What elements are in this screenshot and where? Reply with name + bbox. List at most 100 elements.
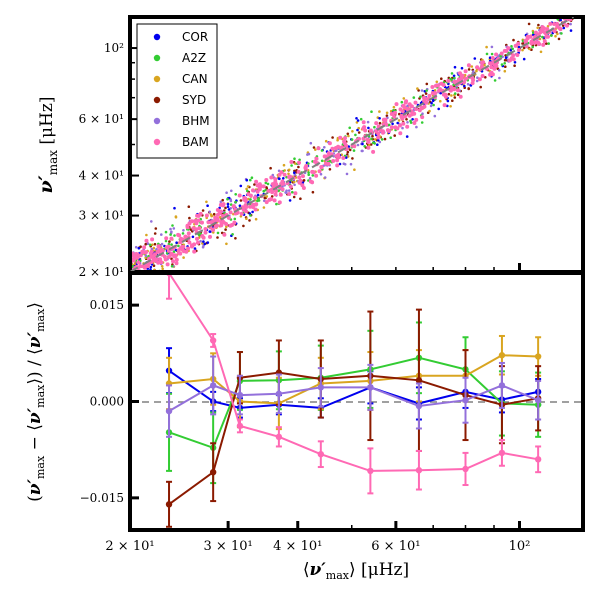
scatter-point xyxy=(293,171,296,174)
scatter-point xyxy=(510,45,513,48)
legend-label: COR xyxy=(182,30,208,44)
scatter-point xyxy=(287,189,291,192)
scatter-point xyxy=(433,91,438,96)
scatter-point xyxy=(287,192,292,196)
scatter-point xyxy=(135,281,138,284)
scatter-point xyxy=(343,136,347,141)
scatter-point xyxy=(370,110,373,113)
scatter-point xyxy=(137,281,140,284)
scatter-point xyxy=(475,79,479,83)
data-point xyxy=(367,384,374,391)
series-bam xyxy=(165,273,542,495)
scatter-point xyxy=(177,244,180,248)
scatter-point xyxy=(490,72,495,77)
scatter-point xyxy=(373,125,376,129)
scatter-point xyxy=(407,113,412,118)
data-point xyxy=(236,422,244,430)
scatter-point xyxy=(158,257,163,262)
scatter-point xyxy=(376,135,381,140)
scatter-point xyxy=(258,184,263,189)
legend-marker xyxy=(153,138,161,146)
scatter-point xyxy=(137,246,141,250)
scatter-point xyxy=(314,156,319,161)
scatter-point xyxy=(522,46,526,50)
scatter-point xyxy=(450,94,453,97)
scatter-point xyxy=(384,122,389,127)
scatter-point xyxy=(389,136,393,139)
series-line xyxy=(168,273,539,472)
legend-label: SYD xyxy=(182,93,206,107)
scatter-point xyxy=(550,34,553,37)
scatter-point xyxy=(205,200,208,204)
scatter-point xyxy=(430,101,433,105)
series-can xyxy=(165,334,542,431)
scatter-point xyxy=(297,160,301,165)
scatter-point xyxy=(186,246,191,251)
scatter-point xyxy=(349,162,353,166)
scatter-point xyxy=(254,217,258,221)
scatter-point xyxy=(170,243,173,246)
data-point xyxy=(415,377,423,384)
scatter-point xyxy=(160,242,164,246)
scatter-point xyxy=(253,195,258,200)
scatter-point xyxy=(391,122,394,126)
scatter-point xyxy=(396,121,400,125)
scatter-point xyxy=(172,250,176,253)
scatter-point xyxy=(499,54,503,58)
scatter-point xyxy=(171,224,174,227)
bottom-plot-frame xyxy=(128,271,585,532)
scatter-point xyxy=(239,199,243,202)
scatter-point xyxy=(536,26,539,30)
top-y-axis-label-text: ν′max [μHz] xyxy=(35,96,60,193)
scatter-point xyxy=(136,281,139,284)
scatter-point xyxy=(331,159,336,163)
scatter-point xyxy=(169,236,174,241)
scatter-point xyxy=(285,189,288,192)
scatter-point xyxy=(277,177,281,180)
scatter-point xyxy=(355,117,358,120)
scatter-point xyxy=(437,107,441,111)
scatter-point xyxy=(308,177,312,180)
scatter-point xyxy=(245,187,248,191)
scatter-point xyxy=(150,247,154,251)
data-point xyxy=(317,384,325,391)
scatter-point xyxy=(427,93,432,98)
scatter-point xyxy=(361,120,366,125)
scatter-point xyxy=(172,254,177,259)
scatter-point xyxy=(385,128,390,133)
scatter-point xyxy=(271,184,276,189)
scatter-point xyxy=(138,264,143,269)
scatter-point xyxy=(476,76,479,79)
scatter-point xyxy=(144,250,148,255)
scatter-point xyxy=(174,257,179,262)
scatter-point xyxy=(370,137,373,141)
scatter-point xyxy=(234,193,237,196)
scatter-point xyxy=(255,183,260,188)
scatter-point xyxy=(324,139,328,143)
scatter-point xyxy=(301,174,305,179)
scatter-point xyxy=(352,144,357,149)
scatter-point xyxy=(216,236,219,239)
scatter-point xyxy=(373,138,377,141)
scatter-point xyxy=(199,239,202,243)
scatter-point xyxy=(560,32,563,35)
scatter-point xyxy=(224,222,229,226)
scatter-point xyxy=(420,121,424,124)
scatter-point xyxy=(419,95,422,99)
scatter-point xyxy=(458,94,463,99)
scatter-point xyxy=(136,260,141,265)
scatter-point xyxy=(160,265,164,268)
scatter-point xyxy=(367,126,370,130)
scatter-point xyxy=(213,215,218,220)
scatter-point xyxy=(542,39,547,44)
scatter-point xyxy=(225,242,228,246)
scatter-point xyxy=(151,258,156,263)
series-line xyxy=(168,356,539,450)
scatter-point xyxy=(499,51,504,56)
scatter-point xyxy=(456,77,461,82)
scatter-point xyxy=(178,240,183,245)
scatter-point xyxy=(264,200,269,205)
scatter-point xyxy=(341,156,346,160)
scatter-point xyxy=(299,197,302,200)
scatter-point xyxy=(365,137,370,142)
